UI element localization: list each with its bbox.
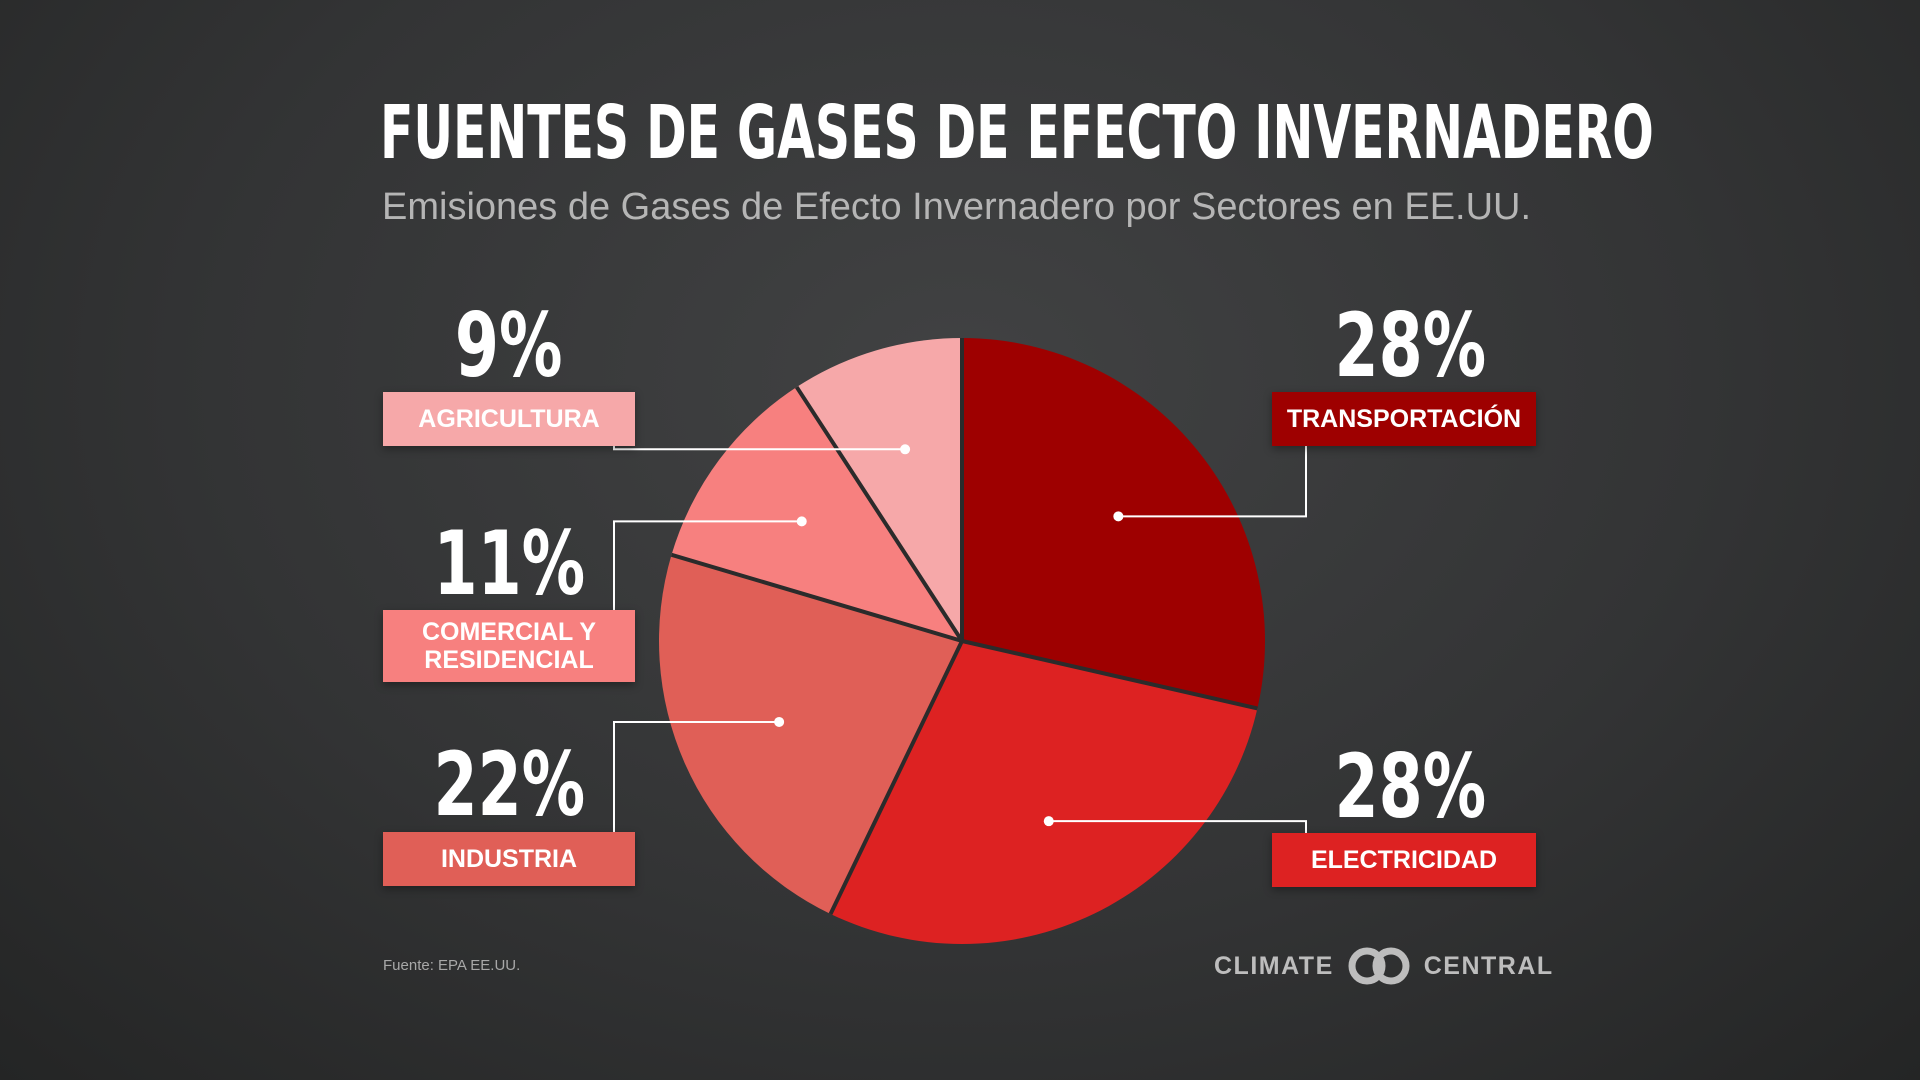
agricultura-percent-text: 9% bbox=[455, 294, 563, 397]
slice-separator-5 bbox=[795, 385, 964, 643]
industria-percent: 22% bbox=[383, 741, 635, 829]
agricultura-label: AGRICULTURA bbox=[383, 392, 635, 446]
comercial-residencial-percent: 11% bbox=[383, 520, 635, 608]
electricidad-percent-text: 28% bbox=[1334, 735, 1486, 838]
pie-slices bbox=[659, 338, 1266, 944]
climate-central-logo-icon bbox=[1348, 947, 1410, 985]
climate-central-logo: CLIMATE CENTRAL bbox=[1214, 946, 1554, 986]
slice-separator-3 bbox=[828, 640, 964, 915]
leader-dot-3 bbox=[774, 716, 785, 727]
comercial-residencial-label: COMERCIAL Y RESIDENCIAL bbox=[383, 610, 635, 682]
leader-dot-5 bbox=[900, 444, 911, 455]
agricultura-percent: 9% bbox=[383, 302, 635, 390]
industria-label: INDUSTRIA bbox=[383, 832, 635, 886]
electricidad-label: ELECTRICIDAD bbox=[1272, 833, 1536, 887]
leader-line-4 bbox=[613, 520, 802, 610]
leader-dot-2 bbox=[1043, 816, 1054, 827]
industria-percent-text: 22% bbox=[433, 733, 585, 836]
slice-separator-4 bbox=[670, 552, 963, 643]
leader-line-2 bbox=[1048, 820, 1307, 833]
transportacion-percent-text: 28% bbox=[1334, 294, 1486, 397]
transportacion-label: TRANSPORTACIÓN bbox=[1272, 392, 1536, 446]
pie-slice-2 bbox=[830, 641, 1258, 944]
brand-right-text: CENTRAL bbox=[1423, 951, 1554, 980]
source-note: Fuente: EPA EE.UU. bbox=[383, 957, 521, 974]
pie-slice-5 bbox=[796, 338, 962, 641]
leader-line-3 bbox=[613, 720, 780, 832]
leader-dot-4 bbox=[796, 516, 807, 527]
pie-slice-4 bbox=[671, 387, 962, 641]
pie-slice-1 bbox=[962, 338, 1266, 709]
pie-slice-3 bbox=[659, 554, 962, 914]
slice-separator-2 bbox=[961, 639, 1258, 711]
leader-lines bbox=[613, 392, 1307, 833]
comercial-residencial-percent-text: 11% bbox=[433, 512, 585, 615]
brand-left-text: CLIMATE bbox=[1214, 951, 1334, 980]
transportacion-percent: 28% bbox=[1284, 302, 1536, 390]
leader-line-1 bbox=[1118, 446, 1307, 518]
leader-dot-1 bbox=[1113, 511, 1124, 522]
chart-subtitle: Emisiones de Gases de Efecto Invernadero… bbox=[382, 186, 1532, 228]
electricidad-percent: 28% bbox=[1284, 743, 1536, 831]
